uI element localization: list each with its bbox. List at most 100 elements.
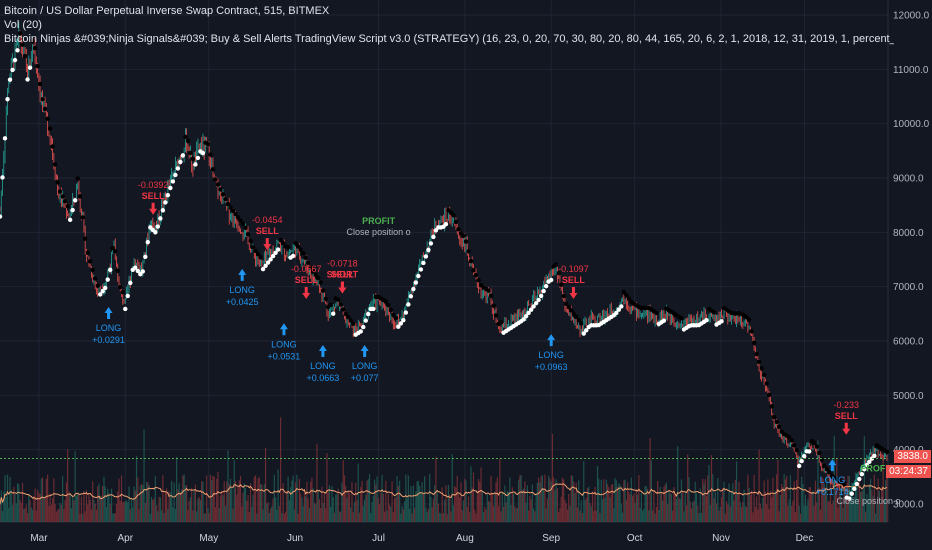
volume-bar	[63, 508, 65, 522]
volume-bar	[415, 491, 417, 522]
volume-bar	[823, 483, 825, 522]
volume-bar	[184, 485, 186, 522]
trail-dot	[110, 245, 115, 251]
volume-bar	[59, 502, 61, 522]
volume-bar	[412, 485, 414, 522]
trail-dot	[233, 211, 238, 217]
volume-bar	[197, 498, 199, 522]
volume-bar	[252, 494, 254, 522]
volume-bar	[417, 480, 419, 522]
volume-bar	[828, 500, 830, 522]
month-label: May	[199, 533, 218, 544]
trail-dot	[125, 293, 130, 299]
volume-bar	[876, 503, 878, 522]
volume-bar	[556, 488, 559, 522]
volume-bar	[78, 494, 80, 522]
volume-bar	[402, 509, 404, 522]
volume-bar	[787, 505, 789, 522]
volume-bar	[50, 504, 52, 522]
volume-bar	[778, 511, 780, 522]
volume-bar	[875, 513, 877, 522]
volume-bar	[838, 491, 840, 522]
volume-bar	[23, 508, 25, 522]
volume-bar	[343, 475, 346, 522]
volume-bar	[484, 506, 486, 522]
volume-bar	[834, 489, 837, 522]
volume-bar	[237, 485, 239, 522]
volume-bar	[455, 487, 457, 522]
volume-bar	[44, 498, 46, 522]
volume-bar	[401, 505, 403, 522]
volume-bar	[421, 481, 423, 522]
volume-bar	[317, 490, 319, 522]
volume-bar	[399, 480, 401, 522]
volume-bar	[589, 502, 591, 522]
volume-bar	[462, 500, 465, 522]
trail-dot	[190, 156, 196, 162]
time-axis[interactable]: Mar Apr May Jun Jul Aug Sep Oct Nov Dec	[30, 533, 813, 544]
volume-bar	[781, 484, 783, 522]
volume-bar	[127, 502, 129, 522]
volume-bar	[664, 484, 666, 522]
volume-bar	[722, 488, 724, 522]
volume-bar	[827, 501, 829, 522]
volume-bar	[621, 512, 624, 522]
volume-bar	[882, 455, 884, 522]
volume-bar	[804, 494, 807, 522]
volume-bar	[98, 483, 100, 522]
trail-dot	[852, 486, 857, 492]
volume-indicator-label[interactable]: Vol (20)	[4, 19, 42, 31]
volume-bar	[643, 508, 645, 522]
volume-bar	[274, 497, 277, 522]
strategy-label[interactable]: Bitcoin Ninjas &#039;Ninja Signals&#039;…	[4, 33, 894, 45]
volume-bar	[461, 510, 463, 522]
volume-bar	[388, 504, 391, 522]
volume-bar	[788, 499, 790, 522]
volume-bar	[624, 479, 626, 522]
trail-dot	[208, 152, 213, 157]
sell-arrow	[302, 286, 311, 299]
volume-bar	[518, 479, 520, 522]
volume-bar	[186, 485, 188, 522]
volume-bar	[427, 508, 430, 522]
volume-bar	[614, 478, 616, 522]
volume-bar	[600, 479, 602, 522]
trail-dot	[746, 317, 752, 323]
volume-bar	[97, 486, 99, 522]
trail-dot	[273, 250, 278, 256]
volume-bar	[434, 485, 436, 522]
sell-arrow	[338, 281, 347, 294]
sell-arrow	[263, 238, 272, 251]
trail-dot	[278, 237, 283, 243]
trail-dot	[310, 269, 316, 274]
trail-dot	[93, 276, 98, 281]
trail-dot	[47, 126, 53, 131]
volume-bar	[670, 494, 673, 522]
month-label: Apr	[117, 533, 133, 544]
volume-bar	[282, 483, 284, 522]
volume-bar	[202, 481, 204, 522]
sell-label: SELL	[142, 191, 166, 201]
volume-bar	[327, 490, 329, 522]
trail-dot	[323, 296, 328, 301]
sell-arrow	[149, 202, 158, 215]
trail-dot	[133, 265, 138, 270]
volume-bar	[355, 482, 357, 522]
volume-bar	[58, 508, 60, 522]
trail-dot	[5, 97, 10, 102]
volume-bar	[112, 513, 114, 522]
volume-bar	[105, 507, 108, 522]
trail-dot	[328, 302, 333, 308]
volume-bar	[728, 483, 730, 522]
volume-bar	[363, 499, 366, 522]
volume-bar	[168, 491, 170, 522]
volume-bar	[673, 487, 675, 522]
volume-bar	[149, 513, 151, 522]
trail-dot	[388, 307, 394, 313]
volume-bar	[21, 483, 24, 522]
trail-dot	[175, 166, 181, 171]
trail-dot	[27, 65, 33, 70]
volume-bar	[430, 496, 432, 522]
trail-dot	[416, 273, 421, 279]
